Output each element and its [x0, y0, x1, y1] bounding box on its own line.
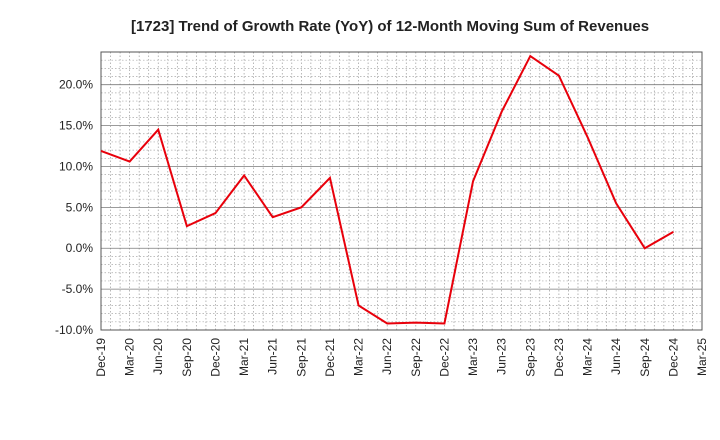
- x-tick-label: Mar-25: [695, 338, 709, 376]
- y-axis-ticks: 20.0% 15.0% 10.0% 5.0% 0.0% -5.0% -10.0%: [55, 78, 93, 337]
- y-tick-label: 5.0%: [66, 200, 94, 214]
- x-tick-label: Jun-22: [380, 338, 394, 375]
- x-tick-label: Dec-20: [208, 338, 222, 377]
- x-tick-label: Mar-23: [466, 338, 480, 376]
- y-tick-label: -10.0%: [55, 323, 93, 337]
- x-tick-label: Jun-23: [495, 338, 509, 375]
- x-tick-label: Mar-24: [581, 338, 595, 376]
- y-tick-label: 20.0%: [59, 78, 93, 92]
- x-tick-label: Dec-19: [94, 338, 108, 377]
- x-tick-label: Sep-23: [523, 338, 537, 377]
- grid: [101, 51, 702, 331]
- x-tick-label: Sep-22: [409, 338, 423, 377]
- x-tick-label: Dec-24: [666, 338, 680, 377]
- series-layer: [100, 54, 674, 325]
- x-tick-label: Jun-21: [266, 338, 280, 375]
- y-tick-label: 15.0%: [59, 119, 93, 133]
- chart-title: [1723] Trend of Growth Rate (YoY) of 12-…: [131, 18, 649, 35]
- x-tick-label: Sep-24: [638, 338, 652, 377]
- axes: [100, 51, 703, 331]
- plot-frame: [100, 51, 703, 331]
- x-tick-label: Sep-21: [294, 338, 308, 377]
- x-tick-label: Sep-20: [180, 338, 194, 377]
- y-tick-label: -5.0%: [62, 282, 94, 296]
- x-tick-label: Jun-20: [151, 338, 165, 375]
- x-tick-label: Dec-21: [323, 338, 337, 377]
- x-tick-label: Dec-23: [552, 338, 566, 377]
- x-axis-ticks: Dec-19 Mar-20 Jun-20 Sep-20 Dec-20 Mar-21 Jun-…: [94, 338, 709, 377]
- x-tick-label: Mar-20: [123, 338, 137, 376]
- x-tick-label: Jun-24: [609, 338, 623, 375]
- y-tick-label: 0.0%: [66, 241, 94, 255]
- x-tick-label: Dec-22: [437, 338, 451, 377]
- y-tick-label: 10.0%: [59, 159, 93, 173]
- x-tick-label: Mar-21: [237, 338, 251, 376]
- x-tick-label: Mar-22: [352, 338, 366, 376]
